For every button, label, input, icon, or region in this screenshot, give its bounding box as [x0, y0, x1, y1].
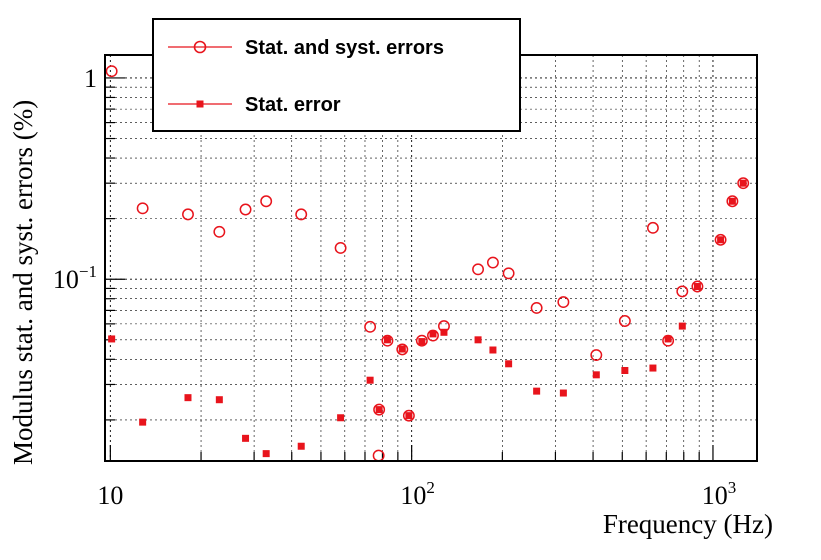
- filled-square-point: [242, 434, 250, 442]
- legend-marker-open-circle: [193, 40, 207, 54]
- open-circle-point: [427, 329, 439, 342]
- open-circle-point: [714, 233, 727, 246]
- filled-square-point: [649, 364, 657, 372]
- minor-tick-marks: [105, 77, 714, 461]
- series-stat-error: [108, 179, 747, 458]
- open-circle-point: [182, 208, 194, 221]
- open-circle-point: [334, 242, 347, 254]
- filled-square-point: [440, 328, 448, 336]
- open-circle-point: [486, 256, 499, 269]
- open-circle-point: [737, 177, 750, 190]
- filled-square-point: [489, 346, 497, 354]
- filled-square-point: [474, 336, 482, 344]
- open-circle-point: [726, 195, 739, 208]
- filled-square-point: [678, 322, 686, 330]
- filled-square-point: [693, 283, 701, 291]
- y-axis-title: Modulus stat. and syst. errors (%): [8, 100, 38, 465]
- data-series: [105, 65, 750, 462]
- open-circle-point: [239, 203, 252, 216]
- filled-square-point: [337, 414, 345, 422]
- open-circle-point: [136, 202, 149, 215]
- legend-marker-filled-square: [196, 100, 204, 108]
- filled-square-point: [139, 418, 147, 426]
- filled-square-point: [366, 376, 374, 384]
- open-circle-point: [502, 267, 515, 280]
- open-circle-point: [618, 315, 631, 327]
- legend: Stat. and syst. errors Stat. error: [152, 18, 521, 132]
- open-circle-point: [373, 403, 386, 416]
- open-circle-point: [402, 409, 415, 422]
- legend-box: [152, 18, 521, 132]
- filled-square-point: [559, 389, 567, 397]
- open-circle-point: [105, 65, 118, 78]
- filled-square-point: [383, 336, 391, 344]
- open-circle-point: [590, 349, 603, 362]
- open-circle-point: [396, 343, 409, 356]
- open-circle-point: [530, 301, 543, 314]
- open-circle-point: [438, 320, 450, 333]
- legend-label-stat: Stat. error: [245, 94, 341, 116]
- filled-square-point: [184, 394, 192, 402]
- filled-square-point: [739, 179, 747, 187]
- open-circle-point: [364, 320, 377, 333]
- filled-square-point: [262, 450, 270, 458]
- open-circle-point: [415, 334, 428, 347]
- open-circle-point: [676, 285, 689, 298]
- filled-square-point: [375, 406, 383, 414]
- tick-labels: 10 102 103 1 10−1: [53, 64, 736, 510]
- x-tick-label: 103: [702, 478, 737, 510]
- x-tick-label: 102: [400, 478, 435, 510]
- filled-square-point: [621, 366, 629, 374]
- filled-square-point: [398, 345, 406, 353]
- filled-square-point: [418, 338, 426, 346]
- open-circle-point: [646, 221, 659, 234]
- filled-square-point: [717, 236, 725, 244]
- x-tick-label: 10: [97, 481, 123, 510]
- x-axis-title: Frequency (Hz): [603, 509, 773, 539]
- open-circle-point: [213, 225, 226, 238]
- legend-label-stat-syst: Stat. and syst. errors: [245, 37, 444, 59]
- series-stat-syst-errors: [105, 65, 750, 462]
- open-circle-point: [691, 280, 704, 293]
- open-circle-point: [662, 334, 675, 347]
- open-circle-point: [472, 263, 485, 276]
- filled-square-point: [505, 360, 513, 368]
- open-circle-point: [295, 208, 308, 221]
- y-tick-label: 1: [84, 64, 97, 93]
- filled-square-point: [429, 330, 437, 338]
- filled-square-point: [215, 396, 223, 404]
- open-circle-point: [381, 334, 394, 347]
- filled-square-point: [297, 442, 305, 450]
- open-circle-point: [260, 195, 273, 208]
- filled-square-point: [728, 197, 736, 205]
- filled-square-point: [664, 335, 672, 343]
- open-circle-point: [557, 296, 570, 309]
- filled-square-point: [533, 387, 541, 395]
- filled-square-point: [592, 371, 600, 379]
- filled-square-point: [405, 412, 413, 420]
- y-tick-label: 10−1: [53, 262, 97, 294]
- filled-square-point: [108, 335, 116, 343]
